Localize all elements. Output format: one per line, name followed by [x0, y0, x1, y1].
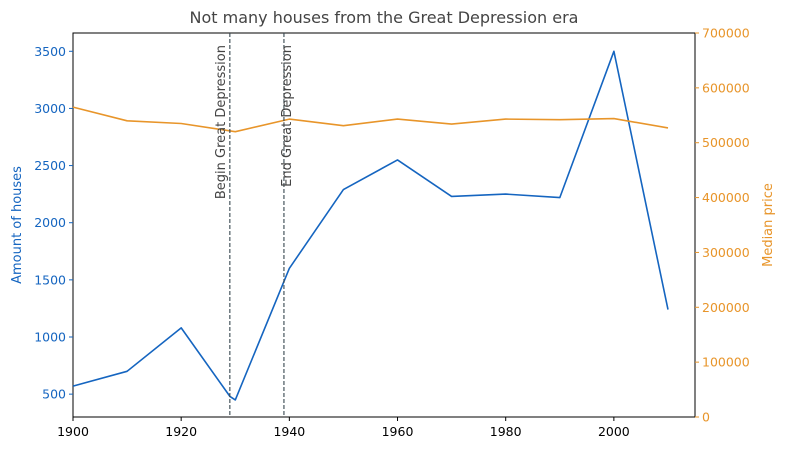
y-left-tick-label: 1000: [34, 330, 66, 345]
x-tick-label: 1940: [273, 424, 305, 439]
y-left-tick-label: 1500: [34, 272, 66, 287]
y-right-tick-label: 300000: [702, 245, 750, 260]
y-axis-right-label: Median price: [761, 183, 776, 267]
y-right-tick-label: 0: [702, 410, 710, 425]
annotation-label: Begin Great Depression: [214, 45, 229, 199]
chart-title: Not many houses from the Great Depressio…: [190, 8, 579, 27]
y-right-tick-label: 500000: [702, 135, 750, 150]
y-right-tick-label: 700000: [702, 26, 750, 41]
y-left-tick-label: 2000: [34, 215, 66, 230]
y-right-tick-label: 400000: [702, 190, 750, 205]
x-tick-label: 1920: [165, 424, 197, 439]
y-left-tick-label: 500: [42, 387, 66, 402]
median-price-line: [72, 106, 669, 133]
y-left-tick-label: 3000: [34, 101, 66, 116]
x-tick-label: 1980: [490, 424, 522, 439]
y-right-tick-label: 200000: [702, 300, 750, 315]
x-tick-label: 1900: [57, 424, 89, 439]
x-tick-label: 2000: [598, 424, 630, 439]
plot-frame: [72, 32, 696, 418]
y-right-tick-label: 100000: [702, 355, 750, 370]
y-right-tick-label: 600000: [702, 80, 750, 95]
y-left-tick-label: 3500: [34, 44, 66, 59]
x-tick-label: 1960: [382, 424, 414, 439]
y-left-tick-label: 2500: [34, 158, 66, 173]
y-axis-left-label: Amount of houses: [10, 166, 25, 284]
amount-of-houses-line: [72, 50, 669, 401]
chart-marks: 1900 1920 1940 1960 1980 2000 500 1000 1500 2000 2…: [34, 26, 750, 440]
annotation-label: End Great Depression: [280, 45, 295, 187]
